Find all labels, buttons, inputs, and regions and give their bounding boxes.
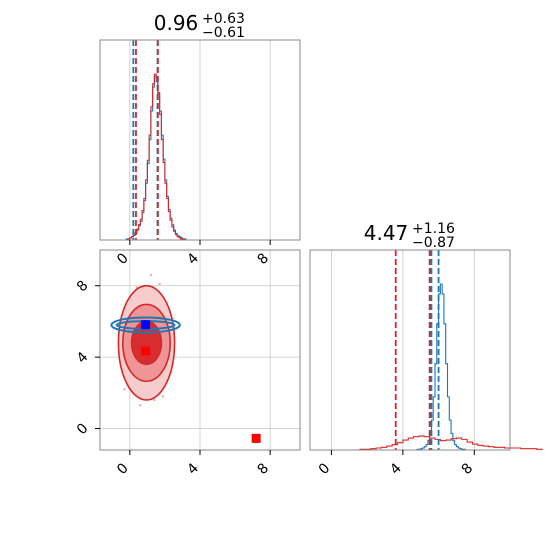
panel2-scatter-point — [123, 388, 126, 391]
panel2-scatter-point — [158, 282, 161, 286]
panel3-grid — [331, 250, 475, 450]
panel2-xtick-label: 4 — [184, 460, 202, 478]
panel1-title-sup: +0.63 — [202, 11, 245, 27]
panel1-histograms — [125, 40, 187, 241]
panel2-blue-contour-1 — [110, 316, 181, 334]
panel2-scatter-point — [149, 273, 153, 277]
panel2-marker-1 — [141, 346, 151, 356]
panel3-title-sub: −0.87 — [412, 235, 455, 251]
panel1-xtick-label: 0 — [114, 250, 132, 268]
panel2-marker-2 — [251, 433, 261, 443]
panel1-xtick-label: 4 — [184, 250, 202, 268]
panel3-xtick-label: 0 — [316, 460, 334, 478]
panel2-marker-0 — [141, 320, 151, 330]
panel1-xtick-label: 8 — [255, 250, 273, 268]
panel3-xtick-label: 8 — [459, 460, 477, 478]
panel1-grid — [129, 40, 271, 240]
panel2-xtick-label: 0 — [114, 460, 132, 478]
panel3-x-ticks: 0 4 8 — [316, 450, 476, 478]
panel3-xtick-label: 4 — [387, 460, 405, 478]
panel3-frame — [309, 249, 511, 451]
panel2-ytick-label: 4 — [74, 349, 92, 367]
panel2-scatter-point — [161, 395, 165, 398]
panel2-ytick-label: 0 — [74, 420, 92, 438]
panel1-title: 0.96 — [154, 11, 199, 35]
panel2-ytick-label: 8 — [74, 278, 92, 296]
panel2-y-ticks: 0 4 8 — [74, 278, 100, 438]
panel2-x-ticks: 0 4 8 — [114, 450, 272, 478]
panel3-hist-series-0 — [416, 283, 466, 450]
panel3-hist-series-1 — [359, 435, 543, 450]
panel2-scatter-point — [139, 404, 142, 407]
panel1-title-main: 0.96 — [154, 11, 199, 35]
panel-bottom-right: 4.47 +1.16 −0.87 0 4 8 — [309, 221, 543, 478]
panel-bottom-left: 0 4 8 0 4 8 — [74, 249, 301, 478]
panel-top-left: 0.96 +0.63 −0.61 0 4 8 — [99, 11, 301, 268]
panel2-grid — [100, 250, 300, 450]
panel1-title-sub: −0.61 — [202, 25, 245, 41]
panel3-title-main: 4.47 — [364, 221, 409, 245]
panel2-xtick-label: 8 — [255, 460, 273, 478]
panel2-scatter-point — [153, 398, 156, 402]
panel2-contours — [110, 273, 261, 443]
panel3-histograms — [359, 250, 543, 450]
panel1-x-ticks: 0 4 8 — [114, 240, 272, 268]
panel3-title-sup: +1.16 — [412, 221, 455, 237]
